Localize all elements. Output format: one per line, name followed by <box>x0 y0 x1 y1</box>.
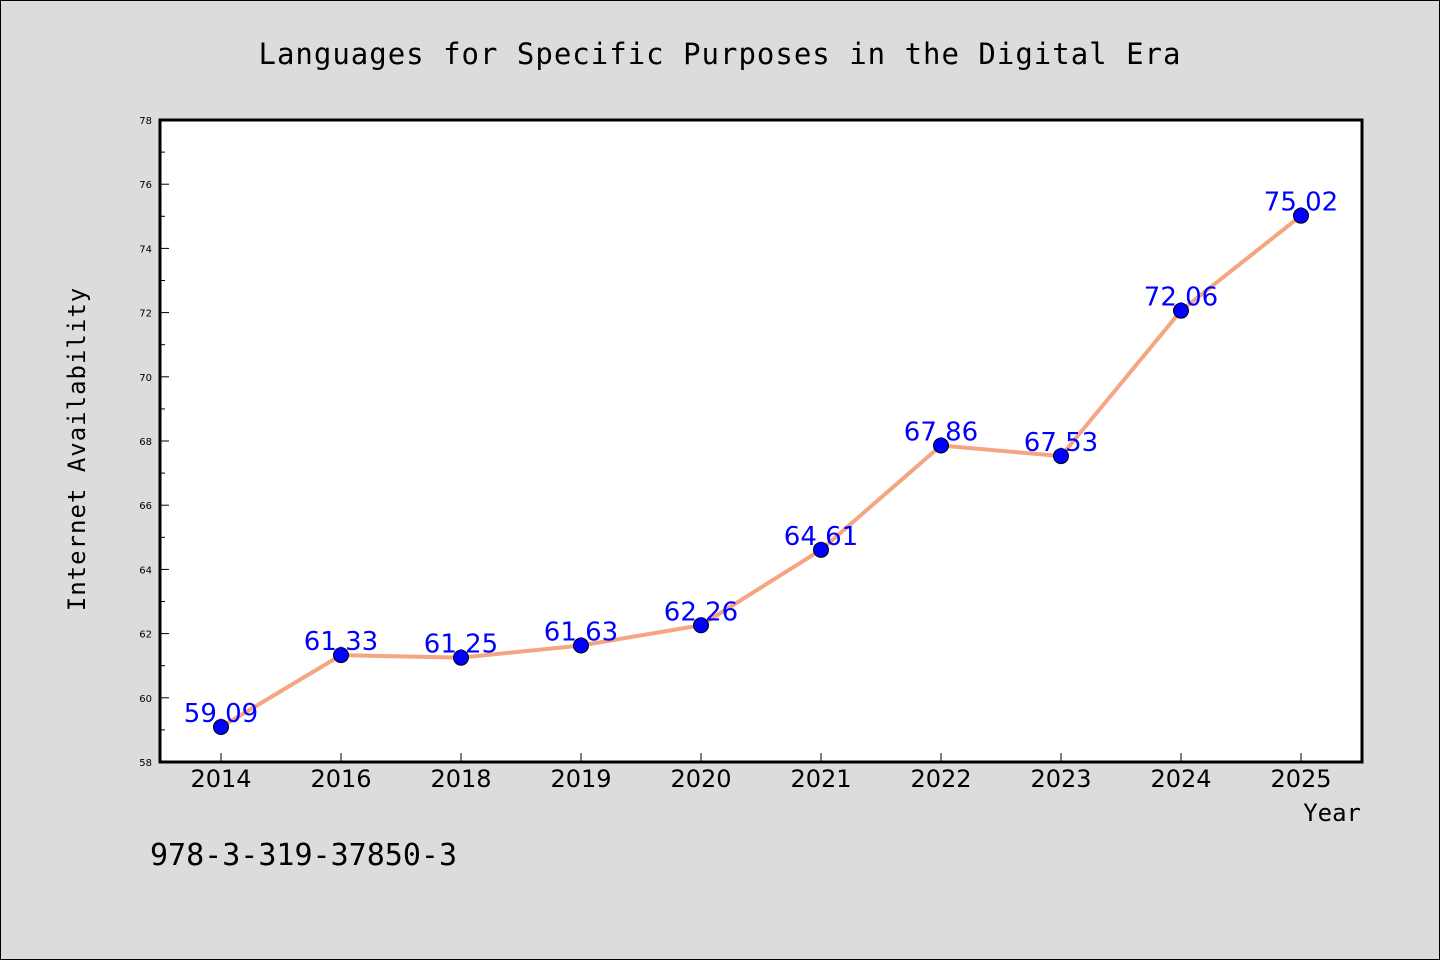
data-label: 67.53 <box>1024 428 1098 458</box>
y-axis: 58 60 62 64 66 68 70 72 74 76 78 <box>139 116 169 769</box>
y-tick-label: 66 <box>139 501 152 512</box>
x-tick-label: 2024 <box>1150 765 1211 793</box>
data-point <box>1053 448 1069 465</box>
data-point <box>1293 207 1309 224</box>
y-tick-label: 58 <box>139 758 152 769</box>
data-label: 75.02 <box>1264 188 1338 218</box>
data-point <box>813 541 829 558</box>
data-point <box>1173 302 1189 319</box>
data-label: 61.33 <box>304 627 378 657</box>
x-tick-label: 2023 <box>1030 765 1091 793</box>
y-tick-label: 62 <box>139 630 152 641</box>
y-tick-label: 74 <box>139 244 152 255</box>
x-axis: 2014 2016 2018 2019 2020 2021 2022 2023 2024 2025 <box>190 753 1332 793</box>
data-markers <box>213 207 1309 736</box>
data-label: 61.25 <box>424 630 498 660</box>
chart-title: Languages for Specific Purposes in the D… <box>259 37 1182 71</box>
series-line-group <box>219 213 1303 730</box>
x-tick-label: 2025 <box>1270 765 1331 793</box>
data-label: 67.86 <box>904 417 978 447</box>
data-label: 59.09 <box>184 699 258 729</box>
y-tick-label: 64 <box>139 565 152 576</box>
x-axis-label: Year <box>1303 799 1361 827</box>
y-tick-label: 60 <box>139 694 152 705</box>
data-label: 61.63 <box>544 617 618 647</box>
data-point <box>453 649 469 666</box>
x-tick-label: 2019 <box>550 765 611 793</box>
x-tick-label: 2014 <box>190 765 251 793</box>
x-tick-label: 2016 <box>310 765 371 793</box>
data-point <box>333 647 349 664</box>
data-point <box>933 437 949 454</box>
y-tick-label: 72 <box>139 309 152 320</box>
data-label: 62.26 <box>664 597 738 627</box>
y-tick-label: 78 <box>139 116 152 127</box>
y-tick-label: 76 <box>139 180 152 191</box>
x-tick-label: 2018 <box>430 765 491 793</box>
data-point <box>693 617 709 634</box>
data-point <box>573 637 589 654</box>
y-axis-label: Internet Availability <box>63 287 91 611</box>
data-label: 64.61 <box>784 522 858 552</box>
isbn-text: 978-3-319-37850-3 <box>150 838 457 873</box>
plot-frame <box>158 118 1364 764</box>
series-line <box>219 213 1303 730</box>
data-labels: 59.09 61.33 61.25 61.63 62.26 64.61 67.86 67.53… <box>184 188 1338 729</box>
x-tick-label: 2022 <box>910 765 971 793</box>
x-tick-label: 2020 <box>670 765 731 793</box>
data-point <box>213 719 229 736</box>
data-label: 72.06 <box>1144 283 1218 313</box>
y-tick-label: 70 <box>139 373 152 384</box>
plot-area <box>160 120 1362 762</box>
y-tick-label: 68 <box>139 437 152 448</box>
x-tick-label: 2021 <box>790 765 851 793</box>
